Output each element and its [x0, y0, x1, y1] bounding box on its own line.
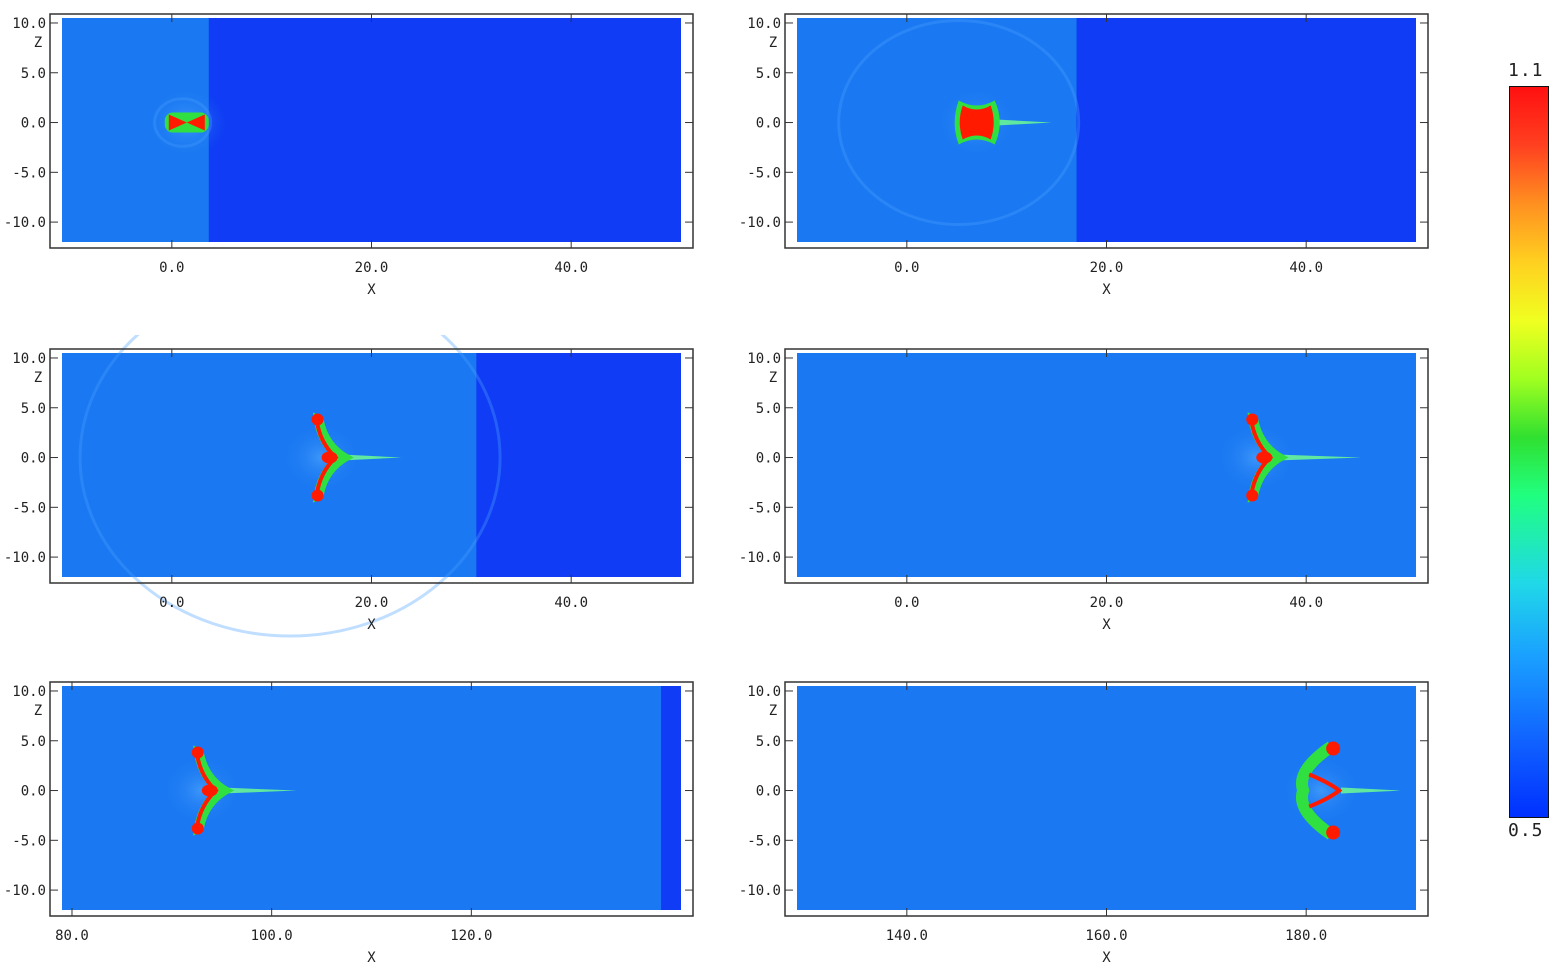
z-tick-label: 5.0	[21, 66, 46, 82]
x-axis-label: X	[367, 282, 376, 298]
pre-shock-region	[1076, 18, 1416, 242]
x-tick-label: 40.0	[1289, 595, 1323, 611]
z-tick-label: 10.0	[12, 684, 46, 700]
pre-shock-region	[661, 686, 681, 910]
z-axis-label: Z	[34, 370, 42, 386]
panel-5: 80.0 100.0 120.0 10.0 5.0 0.0 -5.0 -10.0 X Z	[4, 681, 694, 966]
z-axis-label: Z	[34, 35, 42, 51]
cloud	[191, 745, 235, 836]
z-tick-label: 5.0	[756, 401, 781, 417]
x-tick-label: 20.0	[355, 260, 389, 276]
z-tick-label: 0.0	[21, 116, 46, 132]
cloud-tail	[1341, 787, 1402, 794]
z-tick-label: -5.0	[747, 500, 781, 516]
z-tick-label: -10.0	[4, 215, 46, 231]
cloud-tail	[341, 454, 402, 461]
x-tick-label: 120.0	[450, 928, 492, 944]
z-axis-label: Z	[769, 703, 777, 719]
panel-1: 0.0 20.0 40.0 10.0 5.0 0.0 -5.0 -10.0 X Z	[4, 13, 694, 298]
cloud	[164, 112, 209, 133]
z-tick-label: 0.0	[756, 784, 781, 800]
cloud-tail	[221, 787, 297, 794]
panel-6: 140.0 160.0 180.0 10.0 5.0 0.0 -5.0 -10.0 X Z	[739, 681, 1429, 966]
z-tick-label: -5.0	[12, 165, 46, 181]
x-tick-label: 40.0	[1289, 260, 1323, 276]
x-tick-label: 0.0	[894, 260, 919, 276]
x-tick-label: 40.0	[554, 595, 588, 611]
z-axis-label: Z	[769, 370, 777, 386]
x-tick-label: 140.0	[886, 928, 928, 944]
z-tick-label: 10.0	[747, 684, 781, 700]
x-tick-label: 80.0	[55, 928, 89, 944]
colorbar-max-label: 1.1	[1508, 60, 1544, 81]
cloud-tail	[996, 119, 1052, 126]
x-tick-label: 0.0	[159, 260, 184, 276]
colorbar-min-label: 0.5	[1508, 820, 1544, 841]
z-tick-label: -10.0	[4, 550, 46, 566]
post-shock-region	[62, 686, 681, 910]
z-tick-label: -5.0	[747, 165, 781, 181]
x-tick-label: 20.0	[1090, 595, 1124, 611]
cloud	[1246, 412, 1289, 503]
z-tick-label: 10.0	[12, 16, 46, 32]
z-tick-label: 5.0	[21, 734, 46, 750]
z-tick-label: 10.0	[12, 351, 46, 367]
x-axis-label: X	[1102, 617, 1111, 633]
pre-shock-region	[476, 353, 681, 577]
z-tick-label: -5.0	[12, 500, 46, 516]
z-tick-label: 5.0	[756, 66, 781, 82]
z-tick-label: -5.0	[12, 833, 46, 849]
panel-4: 0.0 20.0 40.0 10.0 5.0 0.0 -5.0 -10.0 X Z	[739, 348, 1429, 633]
z-tick-label: 5.0	[21, 401, 46, 417]
z-tick-label: 0.0	[21, 784, 46, 800]
x-tick-label: 100.0	[251, 928, 293, 944]
cloud	[1296, 741, 1343, 840]
cloud	[954, 100, 1000, 145]
z-tick-label: -5.0	[747, 833, 781, 849]
panel-2: 0.0 20.0 40.0 10.0 5.0 0.0 -5.0 -10.0 X Z	[739, 13, 1429, 298]
plot-frame	[49, 681, 694, 917]
x-tick-label: 180.0	[1285, 928, 1327, 944]
x-tick-label: 20.0	[1090, 260, 1124, 276]
z-tick-label: 5.0	[756, 734, 781, 750]
bow-shock-arc	[837, 19, 1081, 227]
z-tick-label: 0.0	[756, 451, 781, 467]
cloud	[311, 412, 354, 503]
cloud-tail	[1276, 454, 1362, 461]
pre-shock-region	[208, 18, 681, 242]
panel-3: 0.0 20.0 40.0 10.0 5.0 0.0 -5.0 -10.0 X Z	[4, 335, 694, 638]
z-tick-label: -10.0	[739, 883, 781, 899]
x-tick-label: 20.0	[355, 595, 389, 611]
x-axis-label: X	[1102, 950, 1111, 966]
colorbar	[1509, 86, 1549, 818]
z-axis-label: Z	[34, 703, 42, 719]
bow-shock-arc	[78, 335, 502, 638]
post-shock-region	[797, 353, 1416, 577]
z-tick-label: -10.0	[739, 215, 781, 231]
z-tick-label: -10.0	[4, 883, 46, 899]
z-tick-label: -10.0	[739, 550, 781, 566]
x-tick-label: 0.0	[159, 595, 184, 611]
z-tick-label: 0.0	[21, 451, 46, 467]
x-tick-label: 40.0	[554, 260, 588, 276]
z-tick-label: 0.0	[756, 116, 781, 132]
z-tick-label: 10.0	[747, 16, 781, 32]
z-axis-label: Z	[769, 35, 777, 51]
x-axis-label: X	[1102, 282, 1111, 298]
x-axis-label: X	[367, 617, 376, 633]
z-tick-label: 10.0	[747, 351, 781, 367]
x-tick-label: 0.0	[894, 595, 919, 611]
x-axis-label: X	[367, 950, 376, 966]
x-tick-label: 160.0	[1085, 928, 1127, 944]
